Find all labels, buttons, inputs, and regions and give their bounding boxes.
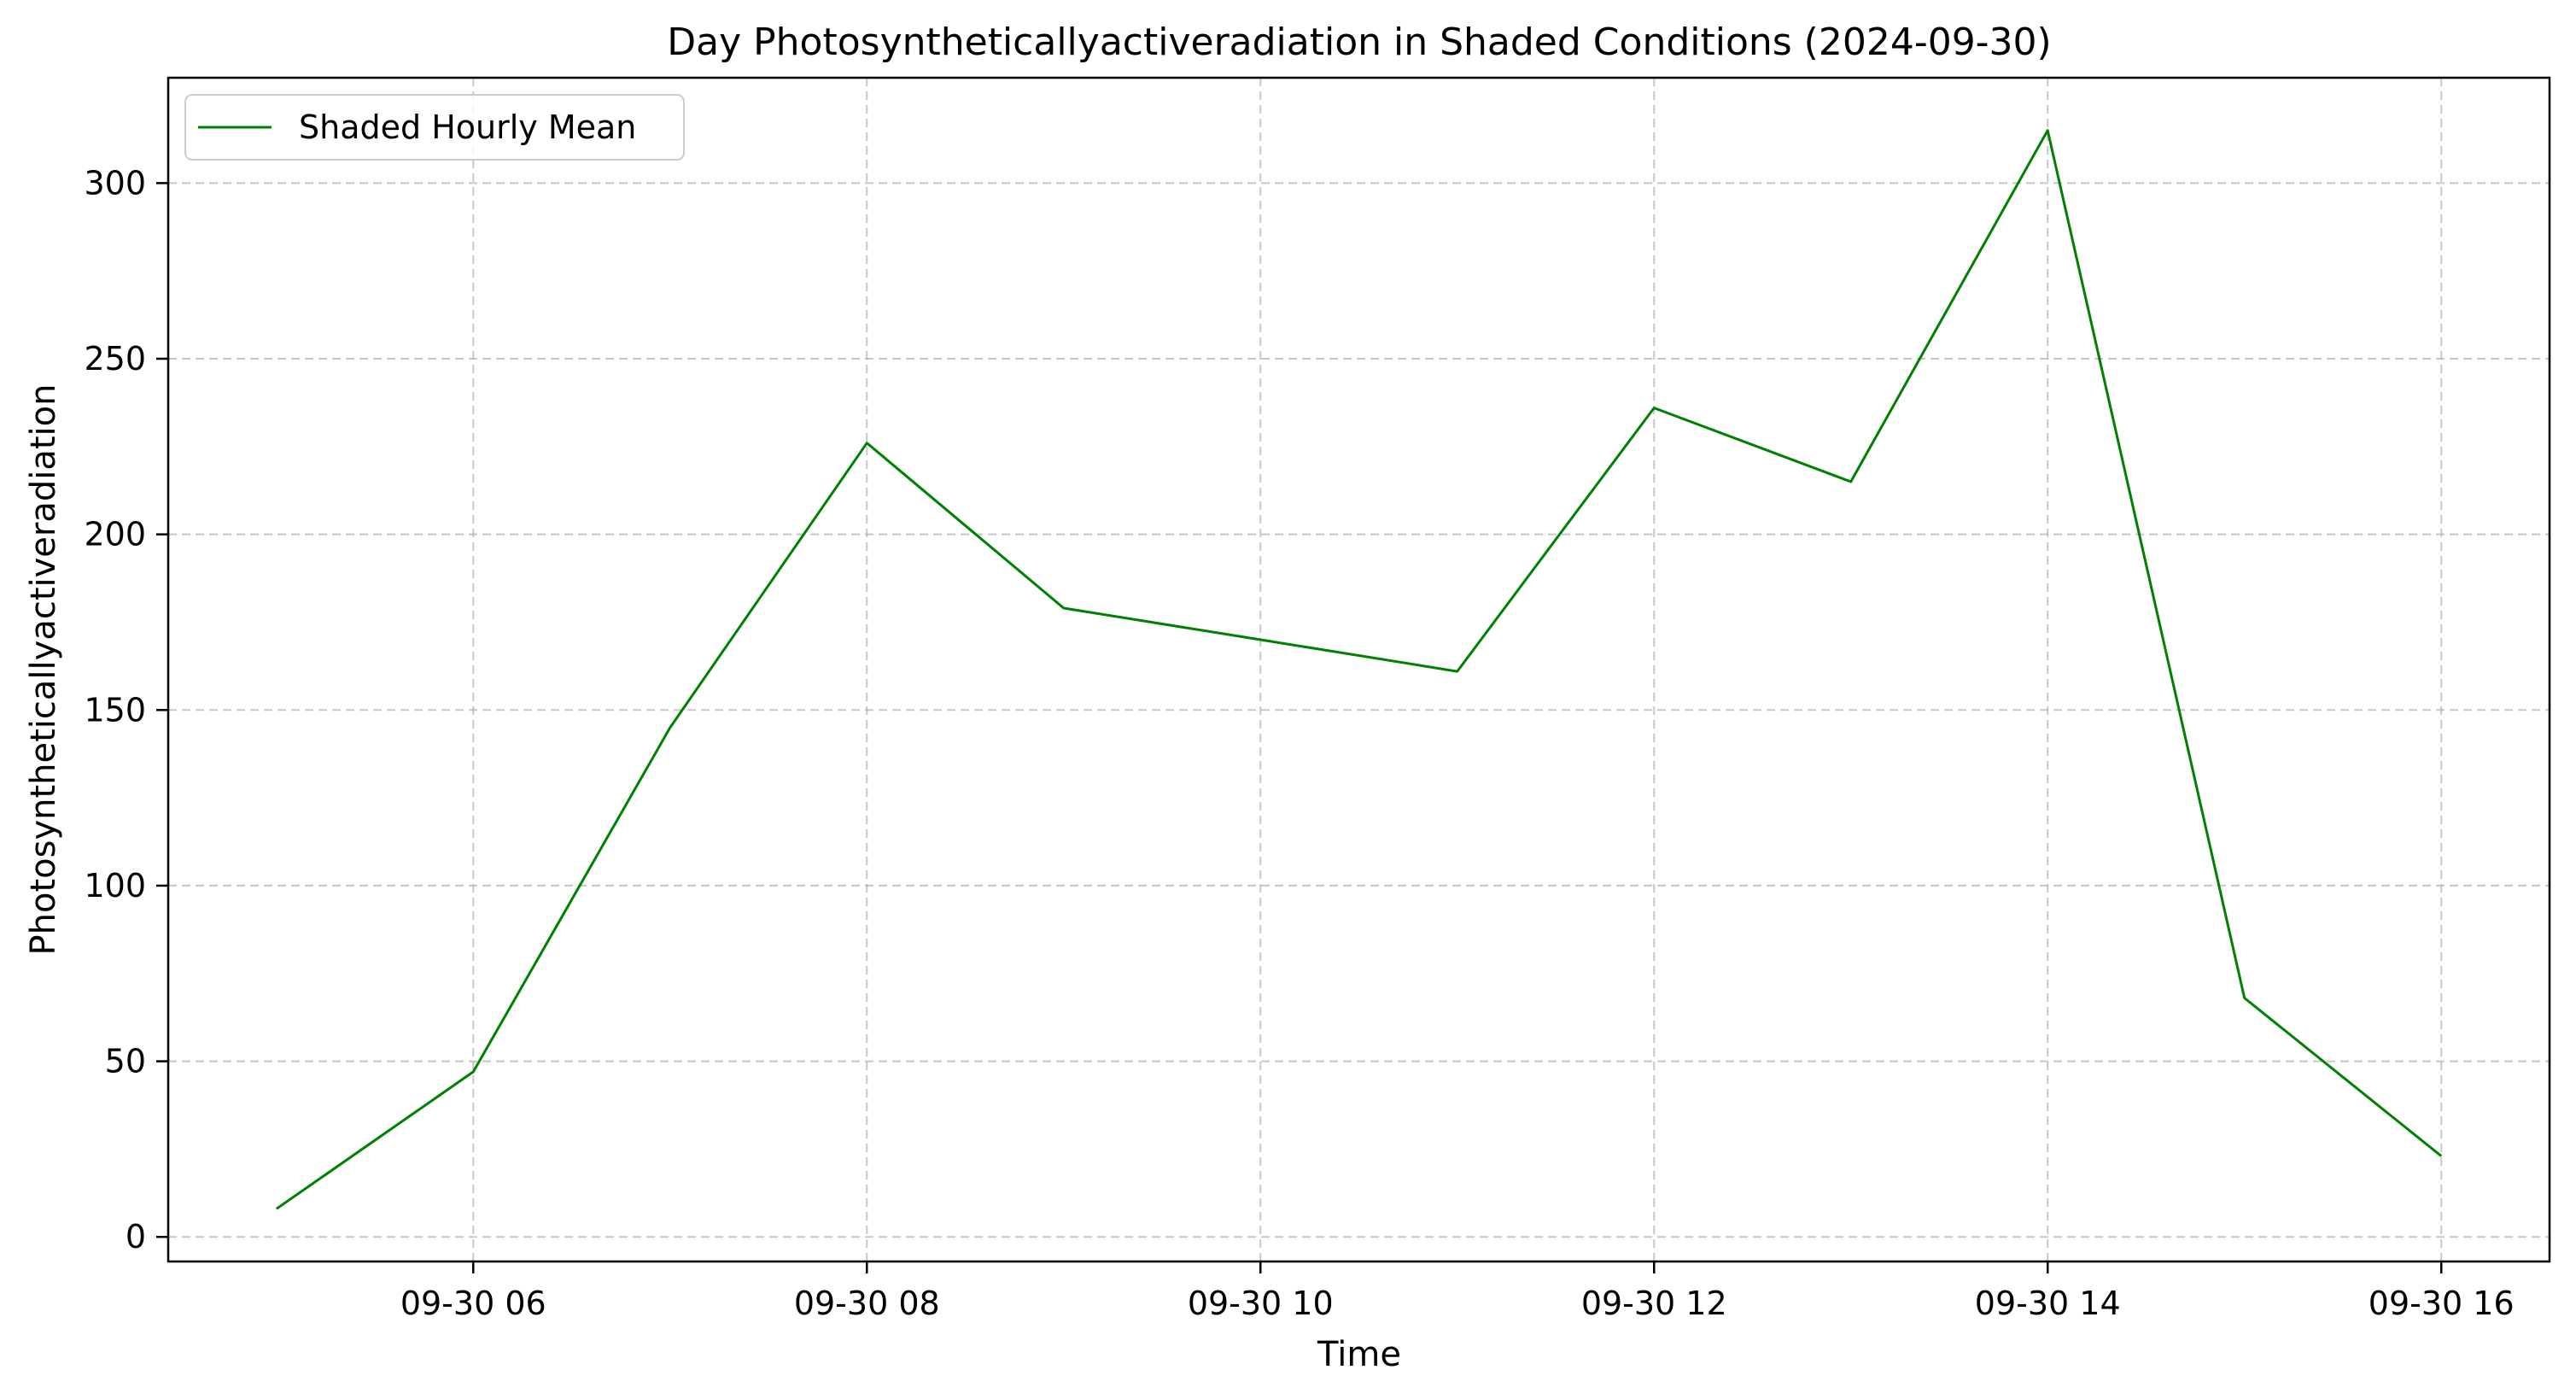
legend-series-label: Shaded Hourly Mean — [299, 108, 636, 146]
series-layer — [275, 129, 2443, 1210]
tick-layer: 09-30 06 09-30 08 09-30 10 09-30 12 09-30 14… — [84, 164, 2514, 1322]
y-tick-label: 100 — [84, 867, 146, 904]
x-tick-label: 09-30 10 — [1188, 1285, 1334, 1322]
legend-box — [184, 94, 685, 161]
y-tick-label: 150 — [84, 691, 146, 729]
x-tick-label: 09-30 16 — [2369, 1285, 2515, 1322]
plot-frame — [166, 76, 2551, 1263]
x-tick-label: 09-30 14 — [1975, 1285, 2121, 1322]
legend: Shaded Hourly Mean — [184, 94, 685, 161]
x-axis-label: Time — [1317, 1335, 1401, 1374]
y-tick-label: 250 — [84, 340, 146, 378]
y-tick-label: 0 — [126, 1218, 146, 1256]
chart-title: Day Photosyntheticallyactiveradiation in… — [667, 20, 2051, 64]
y-tick-label: 50 — [105, 1043, 146, 1080]
series-line — [275, 129, 2443, 1210]
x-tick-label: 09-30 06 — [400, 1285, 546, 1322]
y-tick-label: 300 — [84, 164, 146, 202]
y-axis-label: Photosyntheticallyactiveradiation — [24, 384, 63, 956]
y-tick-label: 200 — [84, 516, 146, 553]
grid-layer — [168, 78, 2550, 1261]
x-tick-label: 09-30 08 — [794, 1285, 940, 1322]
x-tick-label: 09-30 12 — [1581, 1285, 1727, 1322]
